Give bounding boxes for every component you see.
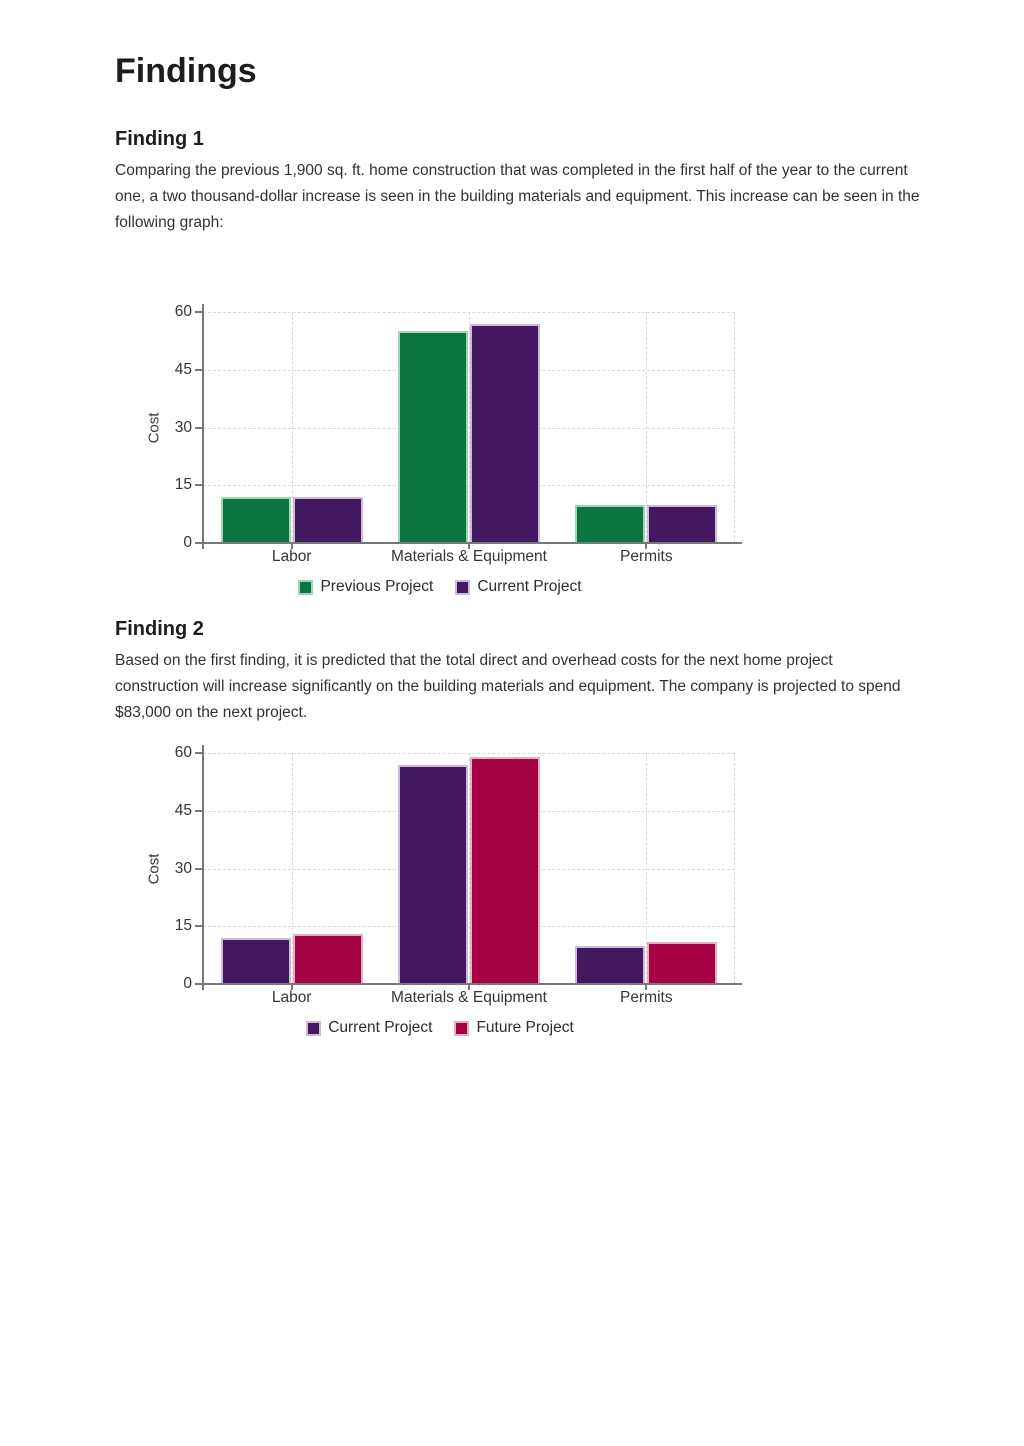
x-gridline	[646, 753, 648, 984]
legend-label: Previous Project	[320, 578, 434, 595]
bar-current-project-permits	[575, 945, 646, 984]
legend-swatch	[454, 1020, 470, 1036]
x-gridline	[291, 753, 293, 984]
y-tick	[195, 311, 202, 313]
legend-item: Previous Project	[298, 578, 433, 596]
page-title: Findings	[115, 52, 257, 90]
x-gridline	[646, 312, 648, 543]
x-category-label: Permits	[620, 989, 673, 1006]
y-axis-line	[202, 304, 204, 549]
y-tick-label: 60	[174, 303, 192, 320]
bar-previous-project-materials-equipment	[398, 331, 468, 543]
y-tick	[195, 925, 202, 928]
y-tick-label: 15	[174, 476, 192, 494]
legend: Previous Project Current Project	[140, 578, 740, 596]
bar-future-project-permits	[647, 941, 718, 984]
plot-right-border	[734, 753, 735, 984]
x-gridline	[291, 312, 293, 543]
y-tick-label: 60	[174, 744, 192, 761]
bar-future-project-labor	[292, 933, 363, 984]
plot-area	[203, 312, 735, 543]
bar-previous-project-labor	[220, 496, 291, 543]
finding-2-heading: Finding 2	[115, 618, 204, 640]
x-tick	[290, 543, 293, 549]
legend-swatch	[306, 1020, 322, 1036]
legend-label: Future Project	[476, 1019, 574, 1036]
finding-1-heading: Finding 1	[115, 128, 204, 150]
y-tick-label: 30	[174, 859, 192, 877]
bar-current-project-materials-equipment	[398, 764, 468, 984]
y-tick-label: 30	[174, 418, 192, 436]
y-tick-label: 15	[174, 917, 192, 935]
finding-2-paragraph: Based on the first finding, it is predic…	[115, 652, 901, 721]
x-category-label: Labor	[271, 548, 312, 565]
y-tick	[195, 426, 202, 429]
plot-right-border	[734, 312, 735, 543]
x-category-label: Materials & Equipment	[391, 989, 547, 1006]
legend-label: Current Project	[328, 1019, 433, 1036]
y-tick	[195, 983, 202, 985]
y-tick	[195, 867, 202, 870]
y-tick	[195, 809, 202, 812]
x-tick	[468, 984, 470, 990]
y-tick	[195, 752, 202, 754]
y-axis-title: Cost	[145, 412, 163, 443]
x-tick	[645, 984, 648, 990]
plot-area	[203, 753, 735, 984]
legend-swatch	[455, 579, 471, 595]
legend-label: Current Project	[477, 578, 582, 595]
legend-item: Current Project	[306, 1019, 432, 1037]
bar-chart-finding-2: 0 15 30 45 60 Labor Materials & Equipment Permi…	[140, 741, 742, 1041]
bar-current-project-permits	[647, 504, 718, 543]
x-tick	[290, 984, 293, 990]
y-tick-label: 0	[183, 534, 192, 551]
x-gridline	[469, 753, 470, 984]
x-tick	[645, 543, 648, 549]
x-axis-line	[202, 542, 742, 544]
y-tick	[195, 542, 202, 544]
bar-current-project-labor	[220, 937, 291, 984]
x-gridline	[469, 312, 470, 543]
y-tick-label: 45	[174, 801, 192, 819]
legend-swatch	[298, 579, 314, 595]
legend: Current Project Future Project	[140, 1019, 740, 1037]
bar-chart-finding-1: 0 15 30 45 60 Labor Materials & Equipment Permi…	[140, 300, 742, 600]
bar-previous-project-permits	[575, 504, 646, 543]
x-category-label: Permits	[620, 548, 673, 565]
bar-current-project-labor	[292, 496, 363, 543]
y-axis-line	[202, 745, 204, 990]
y-tick	[195, 368, 202, 371]
x-category-label: Labor	[271, 989, 312, 1006]
legend-item: Future Project	[454, 1019, 574, 1037]
y-tick-label: 45	[174, 360, 192, 378]
bar-future-project-materials-equipment	[470, 756, 540, 984]
legend-item: Current Project	[455, 578, 582, 596]
bar-current-project-materials-equipment	[470, 323, 540, 543]
x-tick	[468, 543, 470, 549]
finding-1-paragraph: Comparing the previous 1,900 sq. ft. hom…	[115, 162, 920, 231]
y-axis-title: Cost	[145, 853, 163, 884]
x-axis-line	[202, 983, 742, 985]
y-tick	[195, 484, 202, 487]
x-category-label: Materials & Equipment	[391, 548, 547, 565]
y-tick-label: 0	[183, 975, 192, 992]
